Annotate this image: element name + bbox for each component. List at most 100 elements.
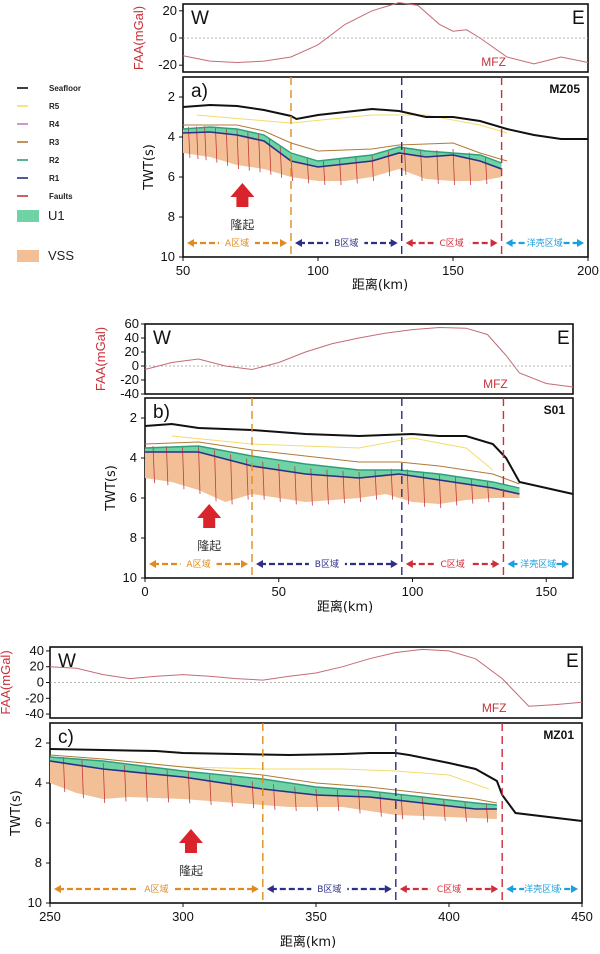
seafloor-s01 — [144, 422, 574, 495]
faa-tick-label-s01: 40 — [125, 330, 139, 345]
x-tick-label-mz05: 100 — [307, 263, 329, 278]
fault-mz01 — [422, 796, 425, 821]
west-label-mz05: W — [191, 8, 209, 29]
fault-mz01 — [336, 789, 340, 812]
mfz-label-mz05: MFZ — [481, 55, 506, 69]
u1-fill-s01 — [145, 446, 520, 494]
faa-tick-label-mz01: -40 — [25, 706, 44, 721]
faa-tick-label-mz05: 20 — [163, 3, 177, 18]
zone-label-c-s01: C区域 — [440, 558, 464, 570]
panel-label-s01: b) — [153, 402, 170, 423]
zone-arrowhead-ocean-mz05 — [505, 239, 513, 247]
fault-mz01 — [273, 784, 276, 810]
zone-label-a-mz05: A区域 — [225, 237, 249, 249]
horizon-r2-mz01 — [49, 756, 497, 806]
legend-swatch-u1 — [17, 210, 39, 222]
twt-tick-label-s01: 8 — [130, 530, 137, 545]
x-tick-label-mz01: 400 — [438, 909, 460, 924]
zone-arrowhead-c-mz01 — [491, 885, 499, 893]
zone-label-ocean-s01: 洋壳区域 — [520, 558, 556, 570]
horizon-r1-mz01 — [49, 760, 497, 810]
zone-label-bg-mz01 — [431, 882, 467, 895]
zone-arrowhead-a-mz05 — [187, 239, 194, 247]
x-tick-label-s01: 50 — [272, 584, 286, 599]
fault-mz01 — [230, 778, 233, 807]
panel-label-mz01: c) — [58, 727, 74, 748]
zone-label-bg-mz05 — [433, 236, 470, 249]
twt-axis-title-mz05: TWT(s) — [142, 144, 157, 191]
fault-s01 — [454, 476, 458, 506]
zone-arrowhead-ocean-s01 — [562, 560, 569, 568]
zone-label-a-mz01: A区域 — [144, 883, 168, 895]
zone-arrowhead-a-s01 — [241, 560, 248, 568]
x-tick-label-mz01: 450 — [571, 909, 593, 924]
fault-mz05 — [339, 158, 342, 186]
twt-tick-label-mz05: 6 — [168, 169, 175, 184]
zone-arrowhead-a-mz01 — [54, 885, 61, 893]
zone-label-a-s01: A区域 — [186, 558, 210, 570]
fault-s01 — [230, 454, 233, 505]
faa-tick-label-mz01: 20 — [30, 659, 44, 674]
zone-arrowhead-b-s01 — [390, 560, 398, 568]
zone-arrowhead-c-mz01 — [399, 885, 407, 893]
fault-mz05 — [355, 156, 358, 184]
legend-label-seafloor: Seafloor — [49, 84, 81, 93]
legend-label-vss: VSS — [48, 248, 74, 263]
fault-mz01 — [400, 794, 404, 820]
zone-arrowhead-ocean-mz01 — [571, 885, 578, 893]
faa-tick-label-s01: 20 — [125, 344, 139, 359]
fault-mz01 — [485, 802, 489, 823]
zone-arrowhead-b-mz05 — [390, 239, 398, 247]
horizon-r3-mz01 — [49, 754, 497, 804]
x-tick-label-s01: 150 — [535, 584, 557, 599]
legend-swatch-vss — [17, 250, 39, 262]
x-tick-label-s01: 0 — [141, 584, 148, 599]
zone-label-bg-s01 — [434, 557, 471, 570]
twt-axis-title-s01: TWT(s) — [104, 465, 119, 512]
twt-tick-label-mz05: 10 — [161, 249, 175, 264]
uplift-arrow-mz01 — [178, 829, 203, 853]
uplift-arrow-mz05 — [230, 183, 255, 207]
zone-label-bg-s01 — [308, 557, 345, 570]
legend-label-faults: Faults — [49, 192, 73, 201]
zone-arrowhead-ocean-s01 — [507, 560, 515, 568]
zone-label-b-s01: B区域 — [315, 558, 339, 570]
fault-mz05 — [371, 154, 374, 182]
faa-curve-mz05 — [182, 2, 589, 65]
fault-mz05 — [420, 150, 423, 182]
zone-arrowhead-b-mz01 — [384, 885, 392, 893]
zone-arrowhead-b-mz01 — [266, 885, 274, 893]
zone-label-c-mz05: C区域 — [440, 237, 464, 249]
fault-s01 — [214, 450, 217, 502]
uplift-label-mz01: 隆起 — [179, 863, 203, 878]
zone-arrowhead-b-s01 — [256, 560, 263, 568]
x-tick-label-mz05: 150 — [442, 263, 464, 278]
zone-label-b-mz01: B区域 — [317, 883, 341, 895]
uplift-label-s01: 隆起 — [197, 538, 221, 553]
uplift-arrow-s01 — [197, 504, 222, 528]
zone-label-bg-mz01 — [524, 882, 561, 895]
fault-mz01 — [443, 799, 446, 821]
legend-label-r1: R1 — [49, 174, 60, 183]
west-label-s01: W — [153, 328, 171, 349]
horizon-r5-mz05 — [196, 114, 508, 134]
west-label-mz01: W — [58, 651, 76, 672]
x-tick-label-mz01: 300 — [172, 909, 194, 924]
fault-mz05 — [279, 146, 283, 178]
fault-mz01 — [294, 786, 297, 812]
legend-label-u1: U1 — [48, 208, 65, 223]
twt-tick-label-mz01: 2 — [35, 735, 42, 750]
fault-mz01 — [251, 781, 255, 809]
zone-label-ocean-mz05: 洋壳区域 — [527, 237, 563, 249]
twt-tick-label-s01: 2 — [130, 410, 137, 425]
uplift-label-mz05: 隆起 — [230, 217, 254, 232]
horizon-r3-mz05 — [183, 124, 508, 162]
x-tick-label-mz01: 250 — [39, 909, 61, 924]
fault-mz01 — [358, 790, 361, 814]
legend-label-r4: R4 — [49, 120, 60, 129]
twt-tick-label-mz01: 6 — [35, 815, 42, 830]
faa-curve-s01 — [144, 326, 574, 388]
